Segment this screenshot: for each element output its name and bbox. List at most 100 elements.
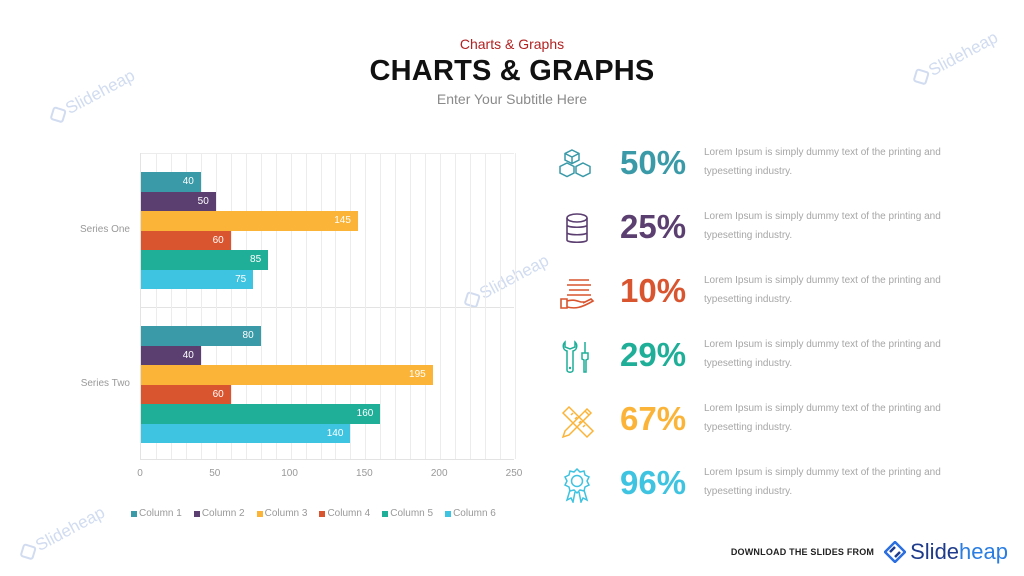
- stat-desc-line: Lorem Ipsum is simply dummy text of the …: [704, 339, 941, 350]
- wrench-screwdriver-icon: [562, 340, 589, 373]
- legend-item: Column 6: [445, 508, 496, 519]
- gridline: [425, 153, 427, 459]
- stat-row: 50% Lorem Ipsum is simply dummy text of …: [555, 143, 975, 193]
- footer-text: DOWNLOAD THE SLIDES FROM: [730, 547, 875, 557]
- x-axis-tick: 150: [356, 468, 373, 479]
- stat-value: 10%: [620, 272, 687, 309]
- stat-row: 29% Lorem Ipsum is simply dummy text of …: [555, 335, 975, 385]
- gridline: [470, 153, 472, 459]
- stat-desc-line: typesetting industry.: [704, 230, 793, 241]
- bar-chart: 40 50 145 60 85 75 80 40 195 60 160 140: [140, 153, 516, 460]
- bar: 40: [141, 172, 201, 192]
- stat-description: Lorem Ipsum is simply dummy text of the …: [704, 335, 969, 373]
- slideheap-logo-icon: [884, 541, 907, 563]
- stat-desc-line: Lorem Ipsum is simply dummy text of the …: [704, 403, 941, 414]
- bar: 145: [141, 211, 358, 231]
- stat-value: 25%: [620, 208, 687, 245]
- bar-value-label: 160: [356, 408, 374, 420]
- legend-label: Column 1: [139, 508, 182, 519]
- legend-item: Column 4: [319, 508, 370, 519]
- gridline: [455, 153, 457, 459]
- bar: 75: [141, 269, 254, 289]
- bar-value-label: 85: [250, 254, 262, 266]
- gridline: [335, 153, 337, 459]
- watermark-text: Slideheap: [32, 502, 109, 555]
- bar-value-label: 145: [334, 215, 351, 227]
- legend-swatch: [131, 510, 137, 517]
- bar-value-label: 75: [235, 273, 247, 285]
- bar: 50: [141, 191, 216, 211]
- stat-description: Lorem Ipsum is simply dummy text of the …: [704, 399, 969, 437]
- bar: 160: [141, 404, 381, 424]
- slideheap-logo-icon: [49, 105, 67, 124]
- x-axis-tick: 100: [281, 468, 298, 479]
- gridline: [215, 153, 217, 459]
- bar-value-label: 40: [182, 176, 194, 188]
- bar: 60: [141, 230, 231, 250]
- stat-desc-line: Lorem Ipsum is simply dummy text of the …: [704, 275, 941, 286]
- legend-swatch: [193, 510, 200, 517]
- legend-swatch: [382, 510, 389, 517]
- x-axis-tick: 0: [137, 468, 143, 479]
- bar: 195: [141, 365, 433, 385]
- pencil-ruler-icon: [561, 405, 595, 439]
- bar-value-label: 195: [409, 369, 426, 381]
- legend-label: Column 4: [327, 508, 371, 519]
- database-icon: [566, 213, 588, 244]
- legend-item: Column 1: [131, 508, 182, 519]
- gridline: [380, 153, 382, 459]
- stat-value: 50%: [620, 144, 687, 181]
- x-axis-tick: 250: [505, 468, 523, 479]
- bar: 85: [141, 250, 269, 270]
- gridline: [440, 153, 442, 459]
- gridline: [185, 153, 187, 459]
- stat-desc-line: typesetting industry.: [704, 486, 793, 497]
- gridline: [350, 153, 352, 459]
- gridline: [410, 153, 412, 459]
- stat-desc-line: Lorem Ipsum is simply dummy text of the …: [704, 147, 941, 158]
- legend-swatch: [256, 510, 263, 517]
- bar: 40: [141, 345, 201, 365]
- stat-desc-line: typesetting industry.: [704, 422, 793, 433]
- x-axis-tick: 50: [209, 468, 221, 479]
- gridline: [170, 153, 172, 459]
- stat-description: Lorem Ipsum is simply dummy text of the …: [704, 143, 969, 181]
- bar: 60: [141, 384, 231, 404]
- brand-part2: heap: [959, 539, 1008, 564]
- legend-label: Column 5: [390, 508, 434, 519]
- stat-row: 10% Lorem Ipsum is simply dummy text of …: [555, 271, 975, 321]
- legend-item: Column 2: [193, 508, 245, 519]
- slideheap-logo-icon: [19, 542, 37, 561]
- gridline: [485, 153, 487, 459]
- gridline: [515, 153, 516, 459]
- watermark: Slideheap: [17, 503, 108, 564]
- slideheap-brand-link[interactable]: Slide heap: [884, 539, 1008, 565]
- legend-swatch: [319, 510, 326, 517]
- legend-item: Column 3: [256, 508, 307, 519]
- bar-value-label: 80: [242, 330, 254, 342]
- legend-label: Column 2: [201, 508, 245, 519]
- stat-value: 29%: [620, 336, 687, 373]
- hand-holding-layers-icon: [560, 279, 595, 309]
- bar-value-label: 50: [197, 195, 209, 207]
- page-title: CHARTS & GRAPHS: [369, 55, 655, 87]
- award-ribbon-icon: [563, 467, 591, 503]
- stat-row: 25% Lorem Ipsum is simply dummy text of …: [555, 207, 975, 257]
- bar-value-label: 60: [212, 388, 224, 400]
- chart-legend: Column 1 Column 2 Column 3 Column 4 Column 5…: [131, 508, 496, 519]
- chart-top-border: [141, 153, 514, 154]
- legend-swatch: [445, 510, 452, 517]
- gridline: [320, 153, 322, 459]
- bar-value-label: 140: [326, 427, 344, 439]
- stat-description: Lorem Ipsum is simply dummy text of the …: [704, 463, 969, 501]
- gridline: [245, 153, 247, 459]
- gridline: [290, 153, 292, 459]
- category-label: Series Two: [80, 377, 130, 389]
- gridline: [395, 153, 397, 459]
- bar: 140: [141, 423, 351, 443]
- stat-description: Lorem Ipsum is simply dummy text of the …: [704, 207, 969, 245]
- stat-desc-line: Lorem Ipsum is simply dummy text of the …: [704, 467, 941, 478]
- gridline: [155, 153, 157, 459]
- stat-desc-line: typesetting industry.: [704, 358, 793, 369]
- stat-desc-line: Lorem Ipsum is simply dummy text of the …: [704, 211, 941, 222]
